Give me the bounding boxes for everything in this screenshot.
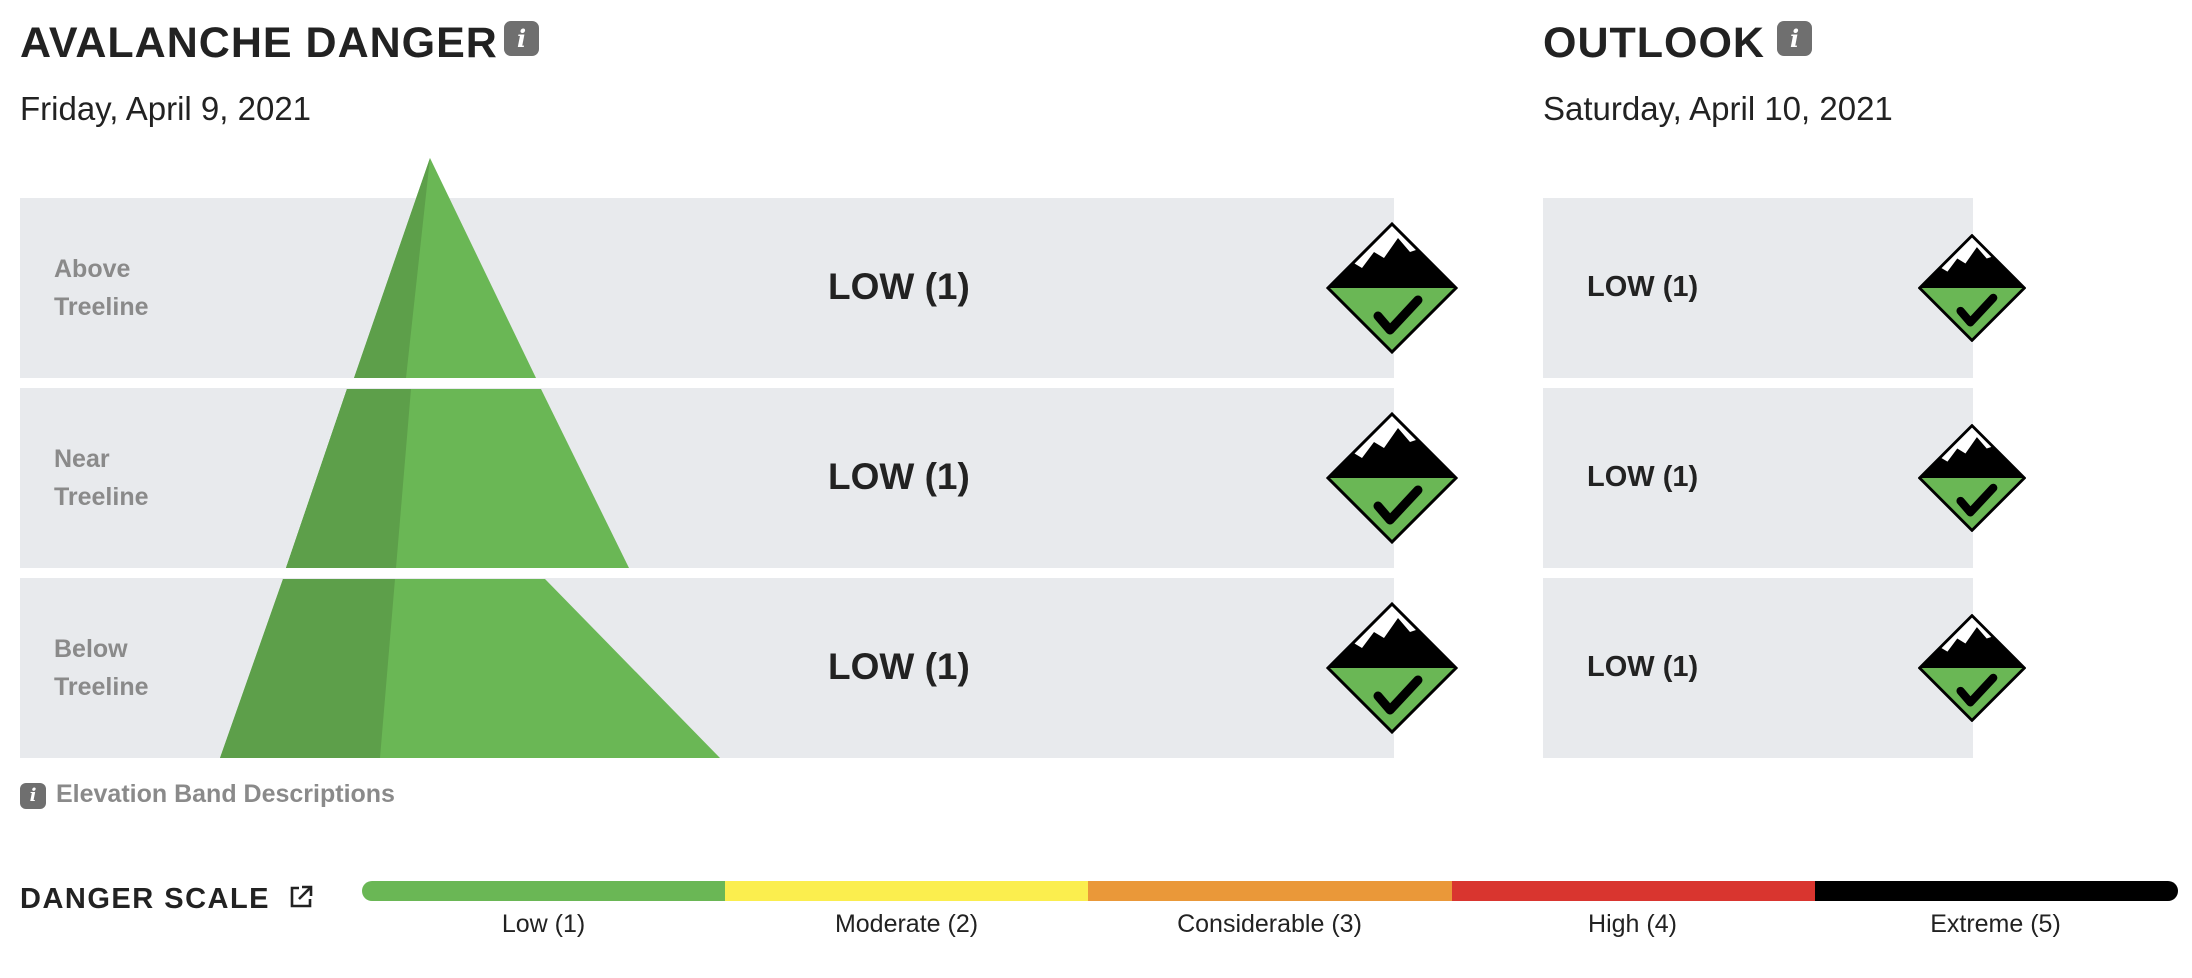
elevation-info-icon[interactable]: i — [20, 783, 46, 809]
outlook-rating-below: LOW (1) — [1587, 651, 1699, 683]
band-label-near: Near Treeline — [54, 445, 149, 511]
rating-below: LOW (1) — [828, 646, 970, 687]
outlook-title: OUTLOOK — [1543, 19, 1765, 67]
low-danger-icon — [1918, 614, 2026, 722]
outlook-date: Saturday, April 10, 2021 — [1543, 90, 1893, 127]
band-label-below: Below Treeline — [54, 635, 149, 701]
outlook-rating-near: LOW (1) — [1587, 461, 1699, 493]
low-danger-icon — [1918, 234, 2026, 342]
scale-segment-low — [362, 881, 726, 901]
danger-date: Friday, April 9, 2021 — [20, 90, 312, 127]
low-danger-icon — [1918, 424, 2026, 532]
band-above-treeline — [20, 198, 1394, 378]
low-danger-icon — [1326, 222, 1458, 354]
low-danger-icon — [1326, 602, 1458, 734]
danger-scale-title[interactable]: DANGER SCALE — [20, 883, 314, 916]
scale-label-high: High (4) — [1588, 910, 1677, 938]
low-danger-icon — [1326, 412, 1458, 544]
elevation-band-descriptions-link[interactable]: Elevation Band Descriptions — [56, 780, 395, 808]
scale-label-low: Low (1) — [501, 910, 586, 938]
danger-info-icon[interactable]: i — [504, 21, 539, 56]
danger-scale-bar — [362, 881, 2178, 901]
scale-segment-high — [1451, 881, 1815, 901]
scale-segment-moderate — [725, 881, 1089, 901]
scale-label-extreme: Extreme (5) — [1930, 910, 2061, 938]
rating-above: LOW (1) — [828, 266, 970, 307]
rating-near: LOW (1) — [828, 456, 970, 497]
outlook-band-below — [1543, 578, 1973, 758]
outlook-rating-above: LOW (1) — [1587, 271, 1699, 303]
scale-label-moderate: Moderate (2) — [834, 910, 979, 938]
scale-segment-extreme — [1814, 881, 2178, 901]
outlook-info-icon[interactable]: i — [1777, 21, 1812, 56]
band-label-above: Above Treeline — [54, 255, 149, 321]
outlook-band-near — [1543, 388, 1973, 568]
scale-segment-considerable — [1088, 881, 1452, 901]
band-near-treeline — [20, 388, 1394, 568]
external-link-icon[interactable] — [288, 884, 314, 910]
elevation-pyramid-icon — [220, 158, 720, 758]
scale-label-considerable: Considerable (3) — [1177, 910, 1362, 938]
outlook-band-above — [1543, 198, 1973, 378]
danger-title: AVALANCHE DANGER — [20, 19, 498, 67]
